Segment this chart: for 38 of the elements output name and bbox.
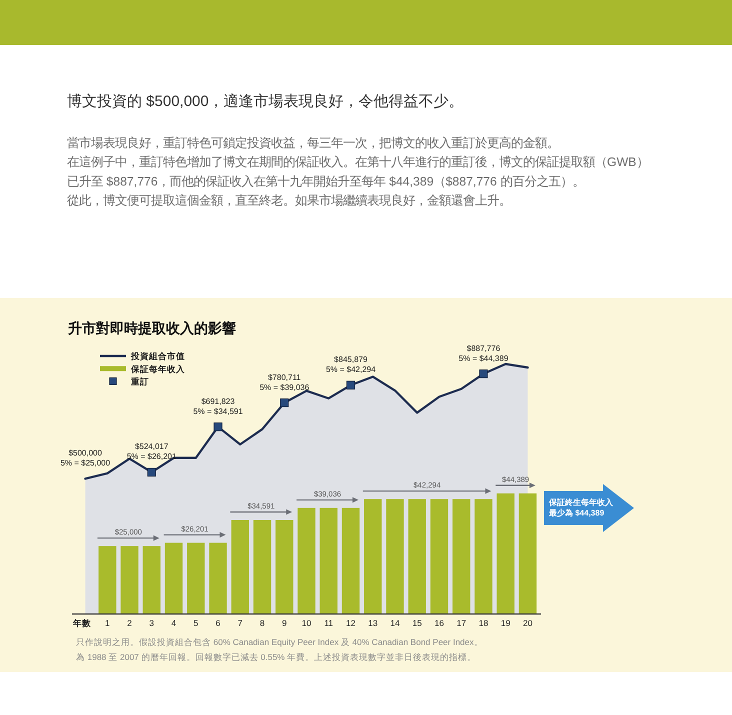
x-tick: 12 (346, 618, 356, 628)
x-tick: 20 (523, 618, 532, 628)
legend-label: 保証每年收入 (130, 364, 186, 374)
x-tick: 5 (194, 618, 198, 628)
x-tick: 2 (127, 618, 132, 628)
x-tick: 16 (434, 618, 444, 628)
x-tick: 17 (456, 618, 466, 628)
annotation: 保証終生每年收入最少為 $44,389 (549, 498, 613, 518)
x-tick: 11 (324, 618, 334, 628)
x-tick: 15 (412, 618, 422, 628)
legend-label: 重訂 (130, 376, 149, 386)
x-tick: 4 (171, 618, 176, 628)
x-tick: 13 (368, 618, 378, 628)
value-label: $524,017 5% = $26,201 (126, 442, 176, 462)
legend-label: 投資組合市值 (130, 351, 185, 362)
legend-item: 保証每年收入 (100, 364, 185, 374)
value-label: $887,776 5% = $44,389 (458, 344, 508, 363)
x-tick: 10 (302, 618, 312, 628)
legend-item: 重訂 (109, 376, 149, 386)
x-tick: 7 (238, 618, 242, 628)
value-label: $780,711 5% = $39,036 (260, 372, 310, 392)
x-tick: 9 (282, 618, 287, 628)
x-tick: 18 (478, 618, 488, 628)
title: 博文投資的 $500,000，適逢市場表現良好，令他得益不少。 (67, 93, 464, 110)
annotation: 只作說明之用。假設投資組合包含 60% Canadian Equity Peer Index 及 40% Canadian Bond Peer Index。為 1988 至 2007 的曆年回報。回報數字已減去 0.55% 年費。上述投資表現數字並非日後表現的指標。 (76, 637, 483, 662)
x-tick: 14 (390, 618, 400, 628)
value-label: $691,823 5% = $34,591 (193, 396, 243, 416)
x-tick: 3 (149, 618, 154, 628)
xlabel: 年數 (73, 618, 91, 628)
legend-item: 投資組合市值 (100, 351, 185, 362)
subtitle: 當市場表現良好，重訂特色可鎖定投資收益，每三年一次，把博文的收入重訂於更高的金額。在這例子中，重訂特色增加了博文在期間的保証收入。在第十八年進行的重訂後，博文的保証提取額（GWB）已升至 $887,776，而他的保証收入在第十九年開始升至每年 $44,389（$887,776 的百分之五）。從此，博文便可提取這個金額，直至終老。如果市場繼續表現良好，金額還會上升。 (67, 136, 648, 208)
value-label: $500,000 5% = $25,000 (60, 448, 110, 468)
x-tick: 6 (216, 618, 220, 628)
x-tick: 19 (500, 618, 510, 628)
x-tick: 1 (105, 618, 110, 628)
value-label: $845,879 5% = $42,294 (326, 355, 376, 374)
chart-heading: 升市對即時提取收入的影響 (68, 320, 236, 336)
x-tick: 8 (260, 618, 265, 628)
